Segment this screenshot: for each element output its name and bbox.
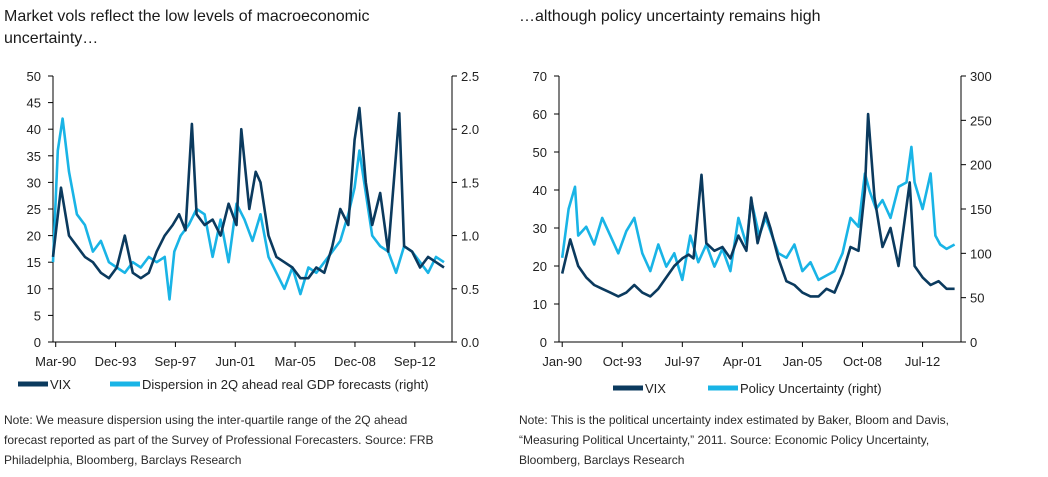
right-left-tick-label: 40 bbox=[533, 183, 547, 198]
right-x-tick-label: Jul-12 bbox=[905, 354, 940, 369]
right-right-tick-label: 200 bbox=[970, 158, 992, 173]
left-vix-series-line bbox=[51, 106, 445, 280]
left-left-tick-label: 10 bbox=[27, 282, 41, 297]
right-right-tick-label: 100 bbox=[970, 246, 992, 261]
right-title-line-1: …although policy uncertainty remains hig… bbox=[519, 8, 821, 25]
left-left-tick-label: 50 bbox=[27, 69, 41, 84]
left-title-line-2: uncertainty… bbox=[4, 30, 99, 47]
left-x-tick-label: Jun-01 bbox=[215, 354, 255, 369]
left-left-tick-label: 15 bbox=[27, 255, 41, 270]
left-legend-label-secondary: Dispersion in 2Q ahead real GDP forecast… bbox=[142, 377, 429, 392]
left-chart-title: Market vols reflect the low levels of ma… bbox=[4, 6, 369, 50]
left-title-line-1: Market vols reflect the low levels of ma… bbox=[4, 8, 370, 25]
right-x-tick-label: Jan-90 bbox=[542, 354, 582, 369]
right-left-tick-label: 20 bbox=[533, 259, 547, 274]
left-left-tick-label: 25 bbox=[27, 202, 41, 217]
left-right-tick-label: 0.5 bbox=[461, 282, 479, 297]
right-chart-panel: …although policy uncertainty remains hig… bbox=[516, 0, 1048, 477]
right-note-line-1: Note: This is the political uncertainty … bbox=[519, 413, 949, 427]
left-note-line-3: Philadelphia, Bloomberg, Barclays Resear… bbox=[4, 453, 242, 467]
right-chart-title: …although policy uncertainty remains hig… bbox=[519, 6, 821, 28]
left-x-tick-label: Mar-05 bbox=[275, 354, 316, 369]
right-x-tick-label: Apr-01 bbox=[723, 354, 762, 369]
right-left-tick-label: 50 bbox=[533, 145, 547, 160]
right-x-tick-label: Oct-08 bbox=[843, 354, 882, 369]
right-line-chart: 0 10 20 30 40 50 60 70 0 50 100 150 200 250 300 Jan-90 O… bbox=[533, 69, 992, 396]
right-right-tick-label: 150 bbox=[970, 202, 992, 217]
left-right-tick-label: 1.5 bbox=[461, 175, 479, 190]
right-right-tick-label: 0 bbox=[970, 335, 977, 350]
left-right-tick-label: 2.0 bbox=[461, 122, 479, 137]
right-left-tick-label: 0 bbox=[540, 335, 547, 350]
right-left-tick-label: 30 bbox=[533, 221, 547, 236]
left-chart-note: Note: We measure dispersion using the in… bbox=[4, 410, 434, 470]
left-x-tick-label: Dec-08 bbox=[334, 354, 376, 369]
left-left-tick-label: 40 bbox=[27, 122, 41, 137]
left-left-tick-label: 35 bbox=[27, 149, 41, 164]
left-secondary-series-line bbox=[51, 117, 445, 301]
right-secondary-series-line bbox=[560, 145, 956, 282]
left-x-tick-label: Sep-12 bbox=[394, 354, 436, 369]
left-x-tick-label: Mar-90 bbox=[35, 354, 76, 369]
right-chart-note: Note: This is the political uncertainty … bbox=[519, 410, 949, 470]
left-legend-label-vix: VIX bbox=[50, 377, 71, 392]
right-left-tick-label: 10 bbox=[533, 297, 547, 312]
right-legend-label-vix: VIX bbox=[645, 381, 666, 396]
right-right-tick-label: 250 bbox=[970, 113, 992, 128]
right-x-tick-label: Jul-97 bbox=[665, 354, 700, 369]
left-x-tick-label: Sep-97 bbox=[154, 354, 196, 369]
left-x-tick-label: Dec-93 bbox=[95, 354, 137, 369]
left-right-tick-label: 0.0 bbox=[461, 335, 479, 350]
right-right-tick-label: 300 bbox=[970, 69, 992, 84]
left-note-line-1: Note: We measure dispersion using the in… bbox=[4, 413, 408, 427]
left-right-tick-label: 2.5 bbox=[461, 69, 479, 84]
right-left-tick-label: 70 bbox=[533, 69, 547, 84]
left-left-tick-label: 20 bbox=[27, 229, 41, 244]
right-x-tick-label: Oct-93 bbox=[603, 354, 642, 369]
right-vix-series-line bbox=[560, 112, 955, 298]
left-left-tick-label: 0 bbox=[34, 335, 41, 350]
left-right-tick-label: 1.0 bbox=[461, 229, 479, 244]
right-note-line-2: “Measuring Political Uncertainty,” 2011.… bbox=[519, 433, 930, 447]
right-x-tick-label: Jan-05 bbox=[783, 354, 823, 369]
left-note-line-2: forecast reported as part of the Survey … bbox=[4, 433, 434, 447]
left-line-chart: 0 5 10 15 20 25 30 35 40 45 50 0.0 0.5 1.0 1.5 2.0 2.5 Ma… bbox=[18, 69, 479, 392]
left-left-tick-label: 5 bbox=[34, 308, 41, 323]
right-legend-label-secondary: Policy Uncertainty (right) bbox=[740, 381, 882, 396]
right-left-tick-label: 60 bbox=[533, 107, 547, 122]
right-right-tick-label: 50 bbox=[970, 291, 984, 306]
right-note-line-3: Bloomberg, Barclays Research bbox=[519, 453, 685, 467]
left-chart-panel: Market vols reflect the low levels of ma… bbox=[0, 0, 520, 477]
left-left-tick-label: 45 bbox=[27, 96, 41, 111]
left-left-tick-label: 30 bbox=[27, 175, 41, 190]
